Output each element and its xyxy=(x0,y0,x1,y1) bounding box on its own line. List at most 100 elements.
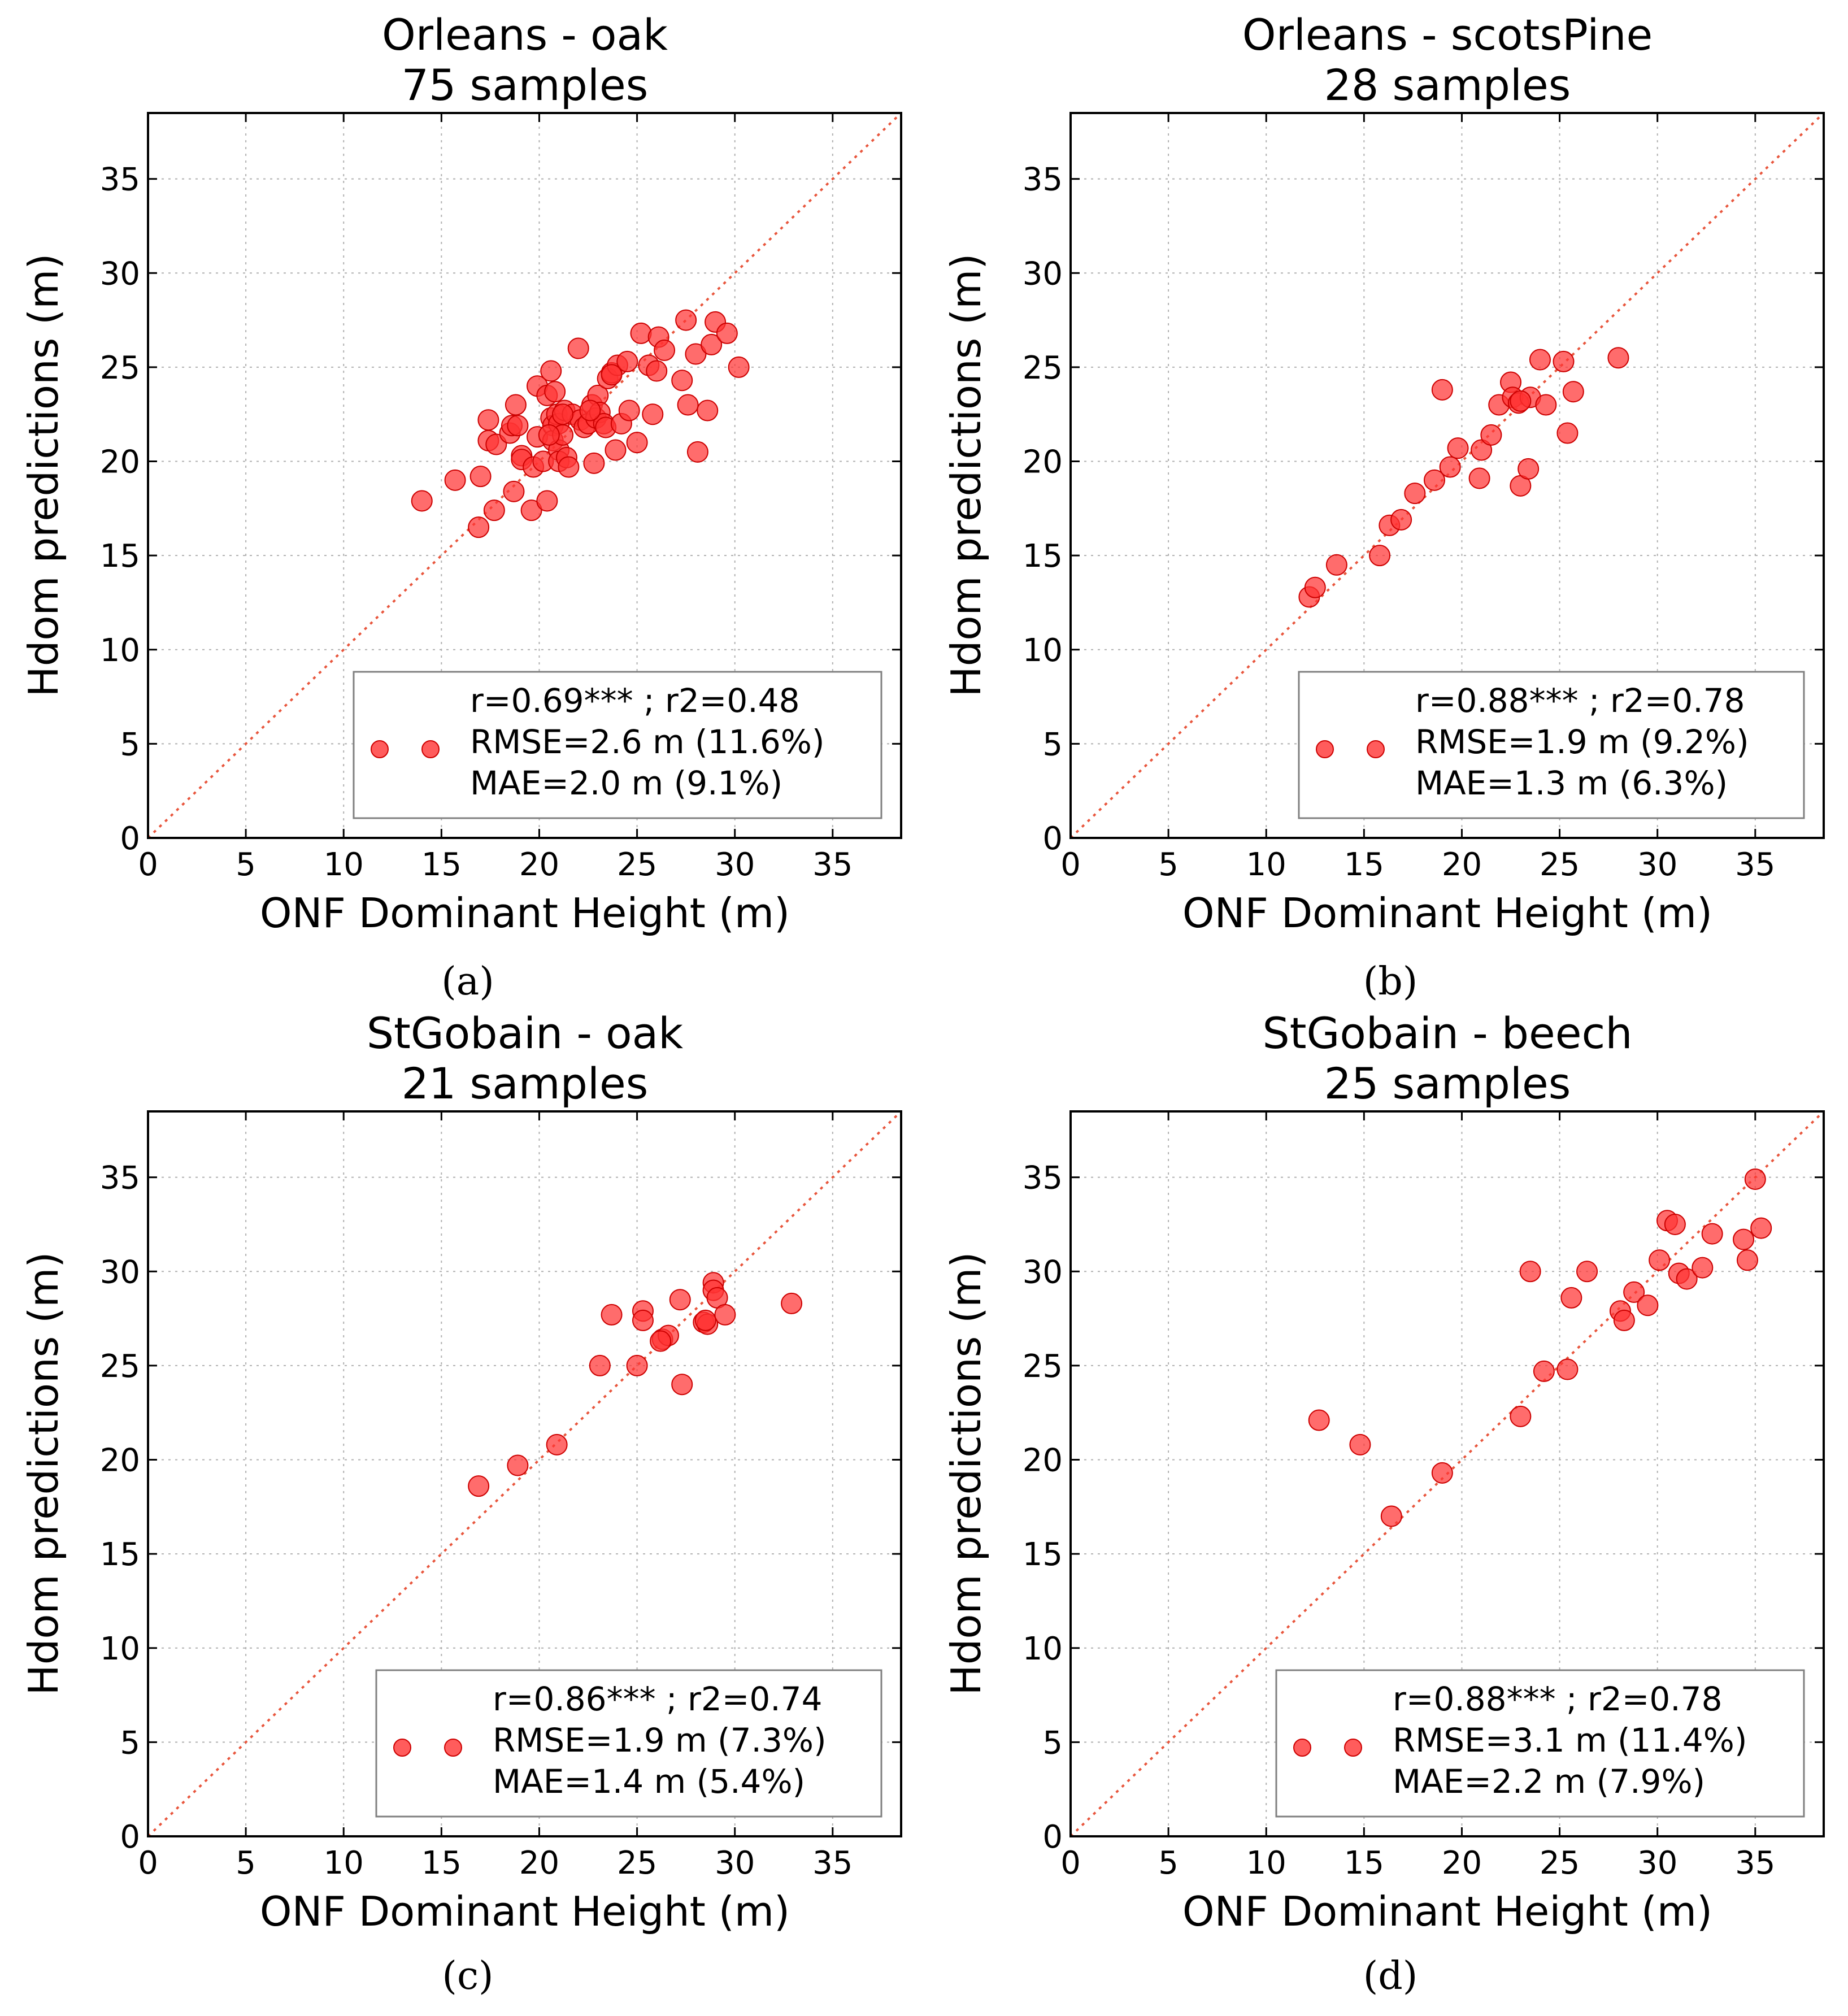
data-point xyxy=(781,1292,803,1314)
data-point xyxy=(1692,1257,1714,1279)
plot-frame xyxy=(1069,112,1825,839)
data-point xyxy=(468,516,490,538)
data-point xyxy=(1744,1168,1766,1190)
y-tick-label: 20 xyxy=(100,1443,140,1479)
x-tick-label: 35 xyxy=(1735,846,1775,883)
data-point xyxy=(1390,509,1412,531)
data-point xyxy=(716,322,738,344)
data-point xyxy=(589,1354,611,1376)
data-point xyxy=(714,1304,736,1326)
data-point xyxy=(626,432,648,454)
y-tick-label: 15 xyxy=(100,1536,140,1573)
legend-r-value: r=0.88*** ; r2=0.78 xyxy=(1393,1680,1722,1718)
data-point xyxy=(411,490,433,512)
y-tick-label: 30 xyxy=(100,1254,140,1291)
panel-caption-a: (a) xyxy=(441,959,494,1004)
data-point xyxy=(1517,458,1540,480)
y-tick-label: 5 xyxy=(1042,1724,1063,1761)
x-tick-label: 20 xyxy=(1442,1845,1482,1882)
x-tick-label: 0 xyxy=(1060,846,1081,883)
data-point xyxy=(697,399,719,422)
x-tick-label: 5 xyxy=(1158,1845,1179,1882)
x-tick-label: 30 xyxy=(1637,846,1677,883)
y-tick-label: 20 xyxy=(1023,1443,1063,1479)
reference-line xyxy=(147,112,902,839)
y-tick-label: 10 xyxy=(100,632,140,669)
data-point xyxy=(1325,554,1347,576)
x-tick-label: 35 xyxy=(812,1845,853,1882)
chart-subtitle: 28 samples xyxy=(1324,60,1571,110)
y-tick-label: 30 xyxy=(1023,255,1063,292)
legend-mae: MAE=1.4 m (5.4%) xyxy=(493,1762,805,1801)
x-tick-label: 25 xyxy=(617,1845,657,1882)
data-point xyxy=(1576,1261,1598,1283)
legend-marker xyxy=(371,740,389,758)
legend-marker xyxy=(1316,740,1334,758)
x-tick-label: 10 xyxy=(1246,846,1286,883)
data-point xyxy=(1510,390,1532,412)
y-tick-label: 30 xyxy=(1023,1254,1063,1291)
x-tick-label: 30 xyxy=(715,846,755,883)
data-point xyxy=(1423,469,1445,491)
x-tick-label: 15 xyxy=(421,1845,462,1882)
data-point xyxy=(632,1309,654,1331)
data-point xyxy=(1404,483,1426,505)
legend-rmse: RMSE=1.9 m (9.2%) xyxy=(1415,723,1749,761)
x-tick-label: 5 xyxy=(1158,846,1179,883)
y-tick-label: 25 xyxy=(100,350,140,386)
y-tick-label: 20 xyxy=(1023,444,1063,481)
data-point xyxy=(505,394,527,416)
data-point xyxy=(671,1374,693,1396)
legend-marker xyxy=(393,1739,411,1757)
identity-line xyxy=(147,112,902,839)
data-point xyxy=(1533,1360,1555,1382)
axis-ticks: 0 5 10 15 20 25 30 35 0 5 10 15 20 25 30 35 xyxy=(100,1111,901,1882)
data-point xyxy=(601,364,623,386)
y-tick-label: 25 xyxy=(100,1348,140,1385)
legend-mae: MAE=2.0 m (9.1%) xyxy=(470,764,782,802)
data-point xyxy=(642,403,664,425)
x-tick-label: 15 xyxy=(421,846,462,883)
data-point xyxy=(507,415,529,437)
x-tick-label: 15 xyxy=(1344,846,1384,883)
data-point xyxy=(1535,394,1557,416)
x-tick-label: 25 xyxy=(617,846,657,883)
chart-title: Orleans - scotsPine xyxy=(1242,10,1653,60)
data-point xyxy=(1308,1409,1330,1431)
data-point xyxy=(579,399,601,422)
x-tick-label: 30 xyxy=(715,1845,755,1882)
data-points xyxy=(1298,347,1629,608)
data-point xyxy=(1553,350,1575,372)
chart-subtitle: 21 samples xyxy=(402,1058,649,1109)
legend: r=0.88*** ; r2=0.78 RMSE=3.1 m (11.4%) M… xyxy=(1275,1669,1805,1818)
y-tick-label: 20 xyxy=(100,444,140,481)
legend-frame xyxy=(1275,1669,1805,1818)
y-tick-label: 15 xyxy=(1023,538,1063,575)
chart-title: StGobain - beech xyxy=(1263,1008,1633,1058)
data-point xyxy=(1480,424,1502,446)
y-tick-label: 35 xyxy=(1023,162,1063,198)
data-point xyxy=(477,409,499,431)
axis-ticks: 0 5 10 15 20 25 30 35 0 5 10 15 20 25 30 35 xyxy=(1023,113,1824,883)
legend: r=0.69*** ; r2=0.48 RMSE=2.6 m (11.6%) M… xyxy=(353,671,882,819)
y-axis-label: Hdom predictions (m) xyxy=(20,254,67,697)
data-point xyxy=(1560,1287,1582,1309)
data-point xyxy=(536,490,558,512)
data-point xyxy=(552,403,574,425)
data-points xyxy=(1308,1168,1772,1527)
data-point xyxy=(601,1304,623,1326)
data-point xyxy=(677,394,699,416)
data-point xyxy=(686,441,708,463)
legend-marker xyxy=(421,740,440,758)
data-point xyxy=(685,343,707,365)
data-point xyxy=(1468,467,1490,489)
plot-frame xyxy=(147,1110,902,1837)
legend-rmse: RMSE=1.9 m (7.3%) xyxy=(493,1721,827,1759)
chart-subtitle: 75 samples xyxy=(402,60,649,110)
y-tick-label: 0 xyxy=(1042,820,1063,857)
data-points xyxy=(411,309,750,538)
data-point xyxy=(675,309,697,331)
y-tick-label: 5 xyxy=(120,726,140,763)
data-point xyxy=(1649,1249,1671,1271)
x-tick-label: 0 xyxy=(138,846,158,883)
